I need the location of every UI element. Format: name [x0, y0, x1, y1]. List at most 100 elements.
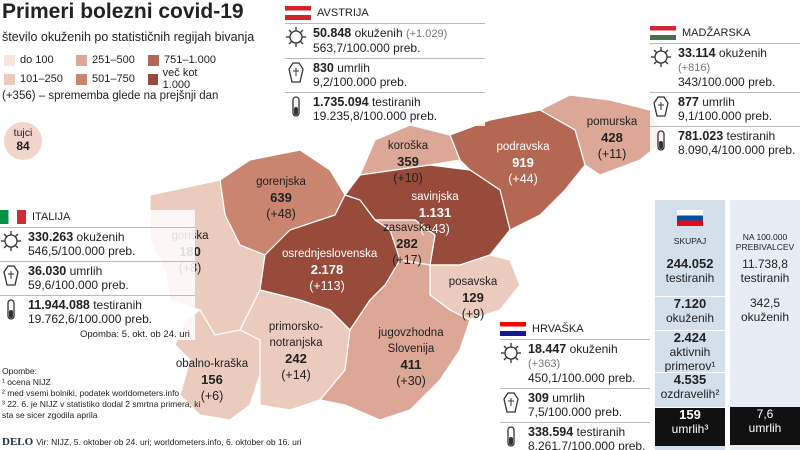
stat-text: 18.447 okuženih (+363) 450,1/100.000 preb…	[528, 342, 650, 385]
country-stat: 1.735.094 testiranih 19.235,8/100.000 pre…	[285, 92, 485, 123]
region-shape	[318, 259, 471, 421]
stat-rate: 8.090,4/100.000 preb.	[678, 143, 796, 157]
country-stat: 781.023 testiranih 8.090,4/100.000 preb.	[650, 126, 800, 157]
stat-text: 309 umrlih 7,5/100.000 preb.	[528, 391, 622, 419]
legend-label: 501–750	[92, 73, 135, 85]
stat-label: umrlih	[69, 264, 103, 278]
stat-label: testiranih	[93, 298, 142, 312]
country-stat: 11.944.088 testiranih 19.762,6/100.000 pr…	[0, 295, 195, 326]
legend-swatch	[4, 54, 15, 66]
country-stat: 309 umrlih 7,5/100.000 preb.	[500, 388, 650, 419]
stat-text: 338.594 testiranih 8.261,7/100.000 preb.	[528, 425, 645, 450]
region-change: (+14)	[281, 368, 311, 382]
region-cases: 282	[396, 236, 418, 251]
column-header: NA 100.000 PREBIVALCEV	[735, 232, 795, 252]
stat-line: 877 umrlih	[678, 95, 772, 109]
foreigners-badge: tujci 84	[4, 122, 42, 160]
legend-label: 751–1.000	[164, 54, 216, 66]
legend-swatch	[148, 73, 158, 85]
rate-column: NA 100.000 PREBIVALCEV 11.738,8 testirani…	[730, 200, 800, 450]
stat-icon	[507, 426, 515, 447]
region-name: podravska	[496, 141, 550, 153]
stat-text: 11.944.088 testiranih 19.762,6/100.000 pr…	[28, 298, 152, 326]
legend-item: do 100	[4, 52, 76, 68]
stat-value: 36.030	[28, 264, 67, 278]
stat-label: okuženih	[569, 342, 618, 356]
country-name: HRVAŠKA	[532, 323, 584, 335]
country-block: HRVAŠKA 18.447 okuženih (+363) 450,1/100.…	[500, 322, 650, 450]
region-label: savinjska 1.131 (+43)	[411, 189, 458, 237]
stat-label: okuženih	[76, 230, 125, 244]
stat-line: 33.114 okuženih (+816)	[678, 46, 800, 75]
country-block: ITALIJA 330.263 okuženih 546,5/100.000 pr…	[0, 210, 195, 340]
stat-rate: 8.261,7/100.000 preb.	[528, 439, 646, 450]
legend-swatch	[148, 54, 159, 66]
country-stat: 36.030 umrlih 59,6/100.000 preb.	[0, 261, 195, 292]
stat-value: 309	[528, 391, 549, 405]
stat-text: 33.114 okuženih (+816) 343/100.000 preb.	[678, 46, 800, 89]
country-stat: 33.114 okuženih (+816) 343/100.000 preb.	[650, 43, 800, 89]
slovenia-panel: SKUPAJ 244.052 testiranih 7.120 okuženih 2.4…	[655, 200, 800, 450]
stat-rate: 450,1/100.000 preb.	[528, 371, 636, 385]
region-cases: 639	[270, 190, 292, 205]
stat-line: 1.735.094 testiranih	[313, 95, 437, 109]
stat-rate: 19.762,6/100.000 preb.	[28, 312, 153, 326]
legend-label: 101–250	[20, 73, 63, 85]
foreigners-value: 84	[16, 139, 30, 153]
stat-change: (+363)	[528, 358, 561, 370]
stat-icon	[653, 96, 669, 117]
country-stat: 830 umrlih 9,2/100.000 preb.	[285, 58, 485, 89]
country-stat: 18.447 okuženih (+363) 450,1/100.000 preb…	[500, 339, 650, 385]
stat-rate: 546,5/100.000 preb.	[28, 244, 136, 258]
region-cases: 156	[201, 372, 223, 387]
stat-line: 781.023 testiranih	[678, 129, 795, 143]
stat-text: 36.030 umrlih 59,6/100.000 preb.	[28, 264, 129, 292]
panel-value: 2.424	[673, 330, 707, 345]
stat-rate: 7,5/100.000 preb.	[528, 405, 623, 419]
region-cases: 2.178	[310, 262, 344, 277]
stat-text: 1.735.094 testiranih 19.235,8/100.000 pre…	[313, 95, 437, 123]
stat-rate: 563,7/100.000 preb.	[313, 41, 421, 55]
region-name: posavska	[448, 276, 498, 288]
stat-line: 330.263 okuženih	[28, 230, 135, 244]
region-name: zasavska	[383, 222, 431, 234]
panel-label: umrlih	[748, 421, 782, 435]
panel-value: 342,5	[749, 296, 781, 310]
source-brand: DELO	[2, 436, 34, 448]
region-name: obalno-kraška	[175, 358, 249, 370]
region-shape	[449, 109, 586, 231]
stat-value: 330.263	[28, 230, 74, 244]
panel-cell: 159 umrlih³	[655, 407, 725, 446]
region-name: savinjska	[411, 191, 459, 203]
region-label: pomurska 428 (+11)	[587, 114, 638, 162]
footnote: ¹ ocena NIJZ	[2, 377, 51, 387]
region-change: (+44)	[508, 172, 538, 186]
stat-value: 18.447	[528, 342, 567, 356]
region-label: jugovzhodna Slovenija 411 (+30)	[366, 325, 456, 389]
total-column: SKUPAJ 244.052 testiranih 7.120 okuženih 2.4…	[655, 200, 725, 450]
legend-item: 751–1.000	[148, 52, 220, 68]
region-change: (+9)	[461, 307, 485, 321]
country-stat: 330.263 okuženih 546,5/100.000 preb.	[0, 227, 195, 258]
region-label: osrednjeslovenska 2.178 (+113)	[282, 246, 377, 294]
panel-label: aktivnih primerov¹	[664, 345, 716, 373]
region-cases: 411	[400, 357, 422, 372]
region-label: posavska 129 (+9)	[449, 274, 498, 322]
panel-cell: 342,5 okuženih	[730, 296, 800, 326]
panel-cell: 7.120 okuženih	[655, 296, 725, 327]
stat-icon	[3, 265, 19, 286]
panel-cell: 11.738,8 testiranih	[730, 257, 800, 291]
region-label: koroška 359 (+10)	[388, 138, 428, 186]
panel-cell: 2.424 aktivnih primerov¹	[655, 330, 725, 373]
stat-line: 11.944.088 testiranih	[28, 298, 152, 312]
stat-rate: 9,1/100.000 preb.	[678, 109, 773, 123]
stat-icon	[501, 343, 521, 363]
stat-rate: 9,2/100.000 preb.	[313, 75, 408, 89]
region-cases: 359	[397, 154, 419, 169]
stat-line: 50.848 okuženih (+1.029)	[313, 26, 447, 41]
panel-value: 4.535	[673, 372, 707, 387]
stat-text: 330.263 okuženih 546,5/100.000 preb.	[28, 230, 135, 258]
region-change: (+17)	[392, 253, 422, 267]
legend-note: (+356) – sprememba glede na prejšnji dan	[2, 90, 219, 102]
